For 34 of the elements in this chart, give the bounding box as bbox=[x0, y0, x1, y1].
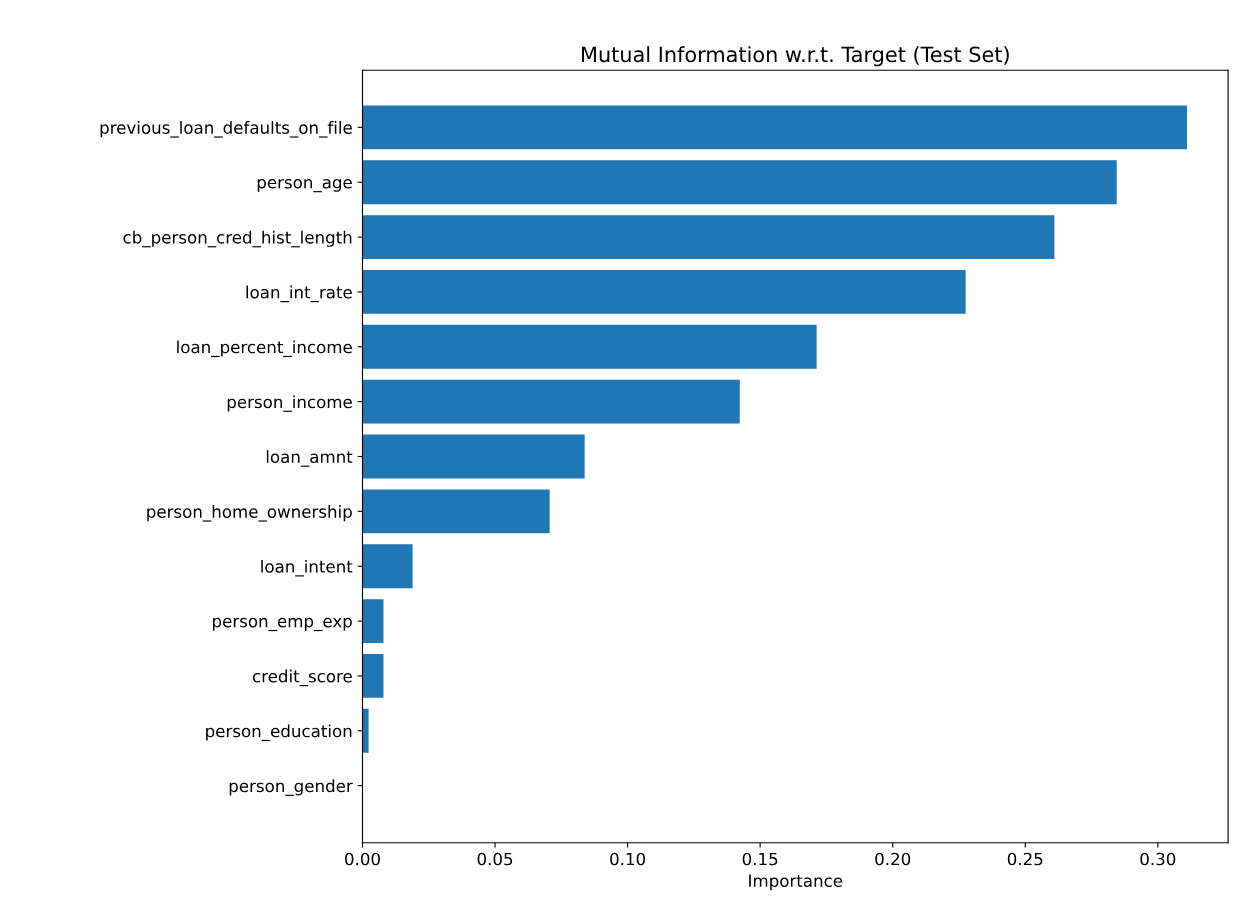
y-tick-label: person_emp_exp bbox=[213, 617, 352, 632]
bar bbox=[362, 105, 1187, 150]
y-tick-label: previous_loan_defaults_on_file bbox=[100, 121, 352, 138]
y-tick-label: loan_intent bbox=[261, 559, 353, 577]
chart-title: Mutual Information w.r.t. Target (Test Set) bbox=[582, 46, 1009, 67]
bar bbox=[362, 160, 1117, 205]
y-tick-label: loan_percent_income bbox=[177, 340, 352, 358]
x-tick-label: 0.30 bbox=[1140, 852, 1176, 866]
bar bbox=[362, 215, 1055, 260]
y-tick-label: loan_int_rate bbox=[246, 285, 352, 303]
y-tick-label: person_home_ownership bbox=[147, 505, 352, 522]
x-tick-label: 0.05 bbox=[477, 852, 513, 866]
x-tick-label: 0.20 bbox=[875, 852, 911, 866]
bar bbox=[362, 544, 413, 589]
x-tick-label: 0.25 bbox=[1007, 852, 1043, 866]
x-tick-label: 0.00 bbox=[345, 852, 380, 866]
x-tick-label: 0.10 bbox=[610, 852, 646, 866]
y-tick-label: person_education bbox=[206, 724, 352, 742]
y-tick-label: person_gender bbox=[229, 779, 353, 796]
bar bbox=[362, 379, 740, 424]
bar bbox=[362, 489, 550, 534]
bar bbox=[362, 269, 966, 314]
y-tick-label: person_age bbox=[257, 178, 352, 193]
y-tick-label: credit_score bbox=[252, 669, 352, 687]
bar bbox=[362, 708, 369, 753]
bar bbox=[362, 434, 585, 479]
y-tick-label: person_income bbox=[227, 395, 352, 412]
bar bbox=[362, 653, 384, 698]
bar bbox=[362, 324, 817, 369]
bar bbox=[362, 599, 384, 644]
y-tick-label: loan_amnt bbox=[266, 450, 353, 467]
y-tick-label: cb_person_cred_hist_length bbox=[123, 230, 352, 248]
x-axis-title: Importance bbox=[749, 874, 843, 891]
x-tick-label: 0.15 bbox=[742, 852, 778, 866]
